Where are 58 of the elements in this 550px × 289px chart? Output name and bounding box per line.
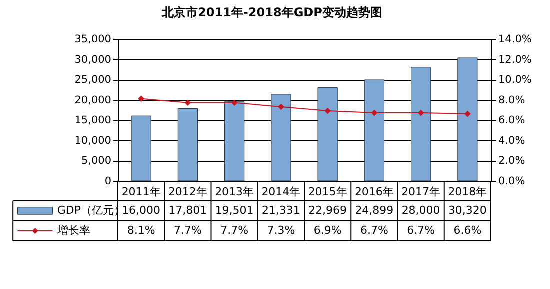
bar	[318, 88, 338, 182]
point	[184, 100, 192, 106]
data-label: 6.7%	[360, 224, 388, 237]
y2-tick-label: 10.0%	[498, 74, 532, 86]
y-tick-label: 5,000	[81, 155, 112, 168]
point	[231, 100, 238, 106]
x-tick-label: 2016年	[354, 186, 394, 198]
point	[324, 108, 331, 114]
point	[418, 110, 424, 116]
x-tick-label: 2018年	[448, 186, 488, 198]
bar	[271, 94, 292, 182]
bar	[131, 116, 152, 182]
y-tick-label: 15,000	[74, 114, 112, 127]
data-label: 7.3%	[267, 224, 296, 237]
data-label: 21,331	[262, 204, 300, 217]
point	[278, 104, 284, 110]
x-tick-label: 2012年	[168, 186, 208, 198]
bar	[411, 67, 432, 182]
data-label: 24,899	[355, 204, 394, 217]
x-tick-label: 2013年	[215, 186, 254, 198]
data-label: 7.7%	[174, 224, 202, 237]
y-tick-label: 25,000	[74, 74, 112, 86]
y-tick-label: 20,000	[74, 94, 112, 106]
data-label: 6.9%	[314, 224, 342, 237]
y2-tick-label: 0.0%	[498, 176, 526, 188]
data-label: 8.1%	[127, 224, 156, 237]
bar	[178, 108, 198, 182]
x-tick-label: 2014年	[262, 186, 301, 198]
data-label: 16,000	[122, 204, 161, 217]
x-tick-label: 2011年	[122, 186, 161, 198]
point	[464, 110, 471, 118]
data-label: 17,801	[168, 204, 208, 217]
point	[371, 110, 378, 116]
legend-label: 增长率	[56, 224, 90, 237]
data-label: 6.7%	[407, 224, 436, 237]
y2-tick-label: 6.0%	[498, 114, 526, 127]
point	[138, 96, 144, 102]
data-label: 7.7%	[220, 224, 249, 237]
y2-tick-label: 4.0%	[498, 134, 526, 147]
y-tick-label: 10,000	[74, 134, 112, 147]
y-tick-label: 35,000	[74, 34, 112, 46]
data-label: 19,501	[215, 204, 254, 217]
y2-tick-label: 2.0%	[498, 155, 526, 168]
data-label: 6.6%	[454, 224, 482, 237]
y-tick-label: 0	[104, 176, 112, 188]
y-tick-label: 30,000	[74, 54, 112, 66]
bar	[224, 102, 245, 182]
bar	[458, 58, 478, 182]
bar	[364, 80, 384, 182]
chart-title: 北京市2011年-2018年GDP变动趋势图	[161, 6, 382, 20]
y2-tick-label: 8.0%	[498, 94, 526, 106]
x-tick-label: 2017年	[402, 186, 441, 198]
data-label: 22,969	[308, 204, 348, 217]
y2-tick-label: 14.0%	[498, 34, 532, 46]
y2-tick-label: 12.0%	[498, 54, 532, 66]
x-tick-label: 2015年	[308, 186, 348, 198]
data-label: 30,320	[448, 204, 487, 217]
data-label: 28,000	[402, 204, 440, 217]
